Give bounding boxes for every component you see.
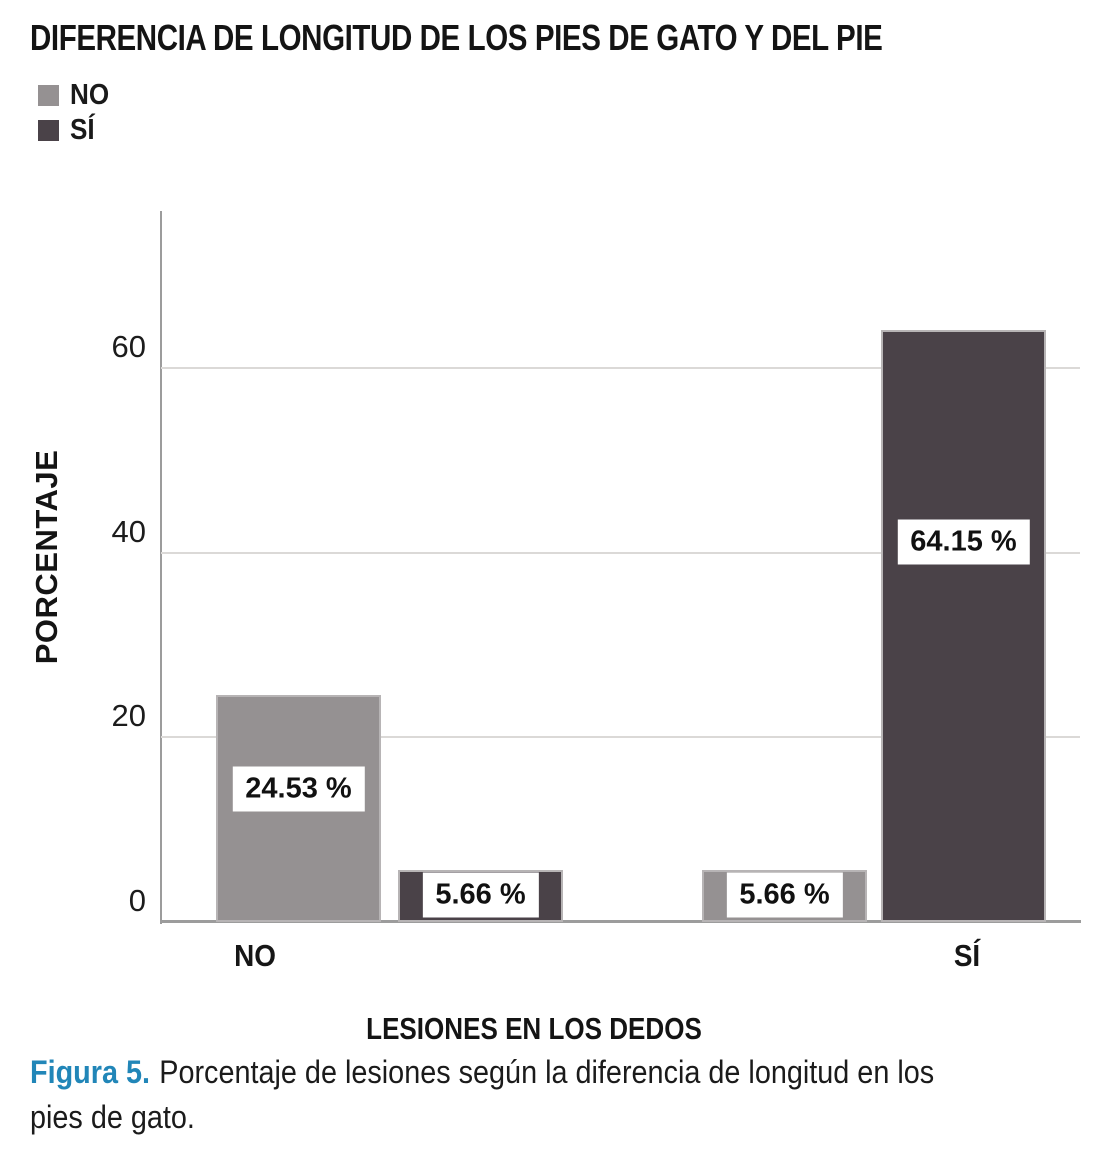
y-tick-label-20: 20	[111, 698, 146, 734]
x-axis-line	[160, 920, 1081, 923]
figure-caption-line-1: Porcentaje de lesiones según la diferenc…	[159, 1054, 935, 1090]
bar-label-no-si: 5.66 %	[422, 872, 539, 918]
legend: NO SÍ	[38, 79, 114, 155]
y-tick-label-0: 0	[128, 883, 146, 918]
x-category-label-no: NO	[234, 938, 276, 973]
legend-label-no: NO	[70, 79, 110, 111]
figure-caption-label: Figura 5.	[30, 1054, 151, 1090]
legend-swatch-no	[38, 85, 59, 106]
y-axis-line	[160, 211, 162, 924]
bar-label-no-no: 24.53 %	[232, 766, 365, 812]
y-tick-label-40: 40	[111, 513, 146, 549]
bar-label-si-si: 64.15 %	[897, 519, 1030, 565]
bar-si-si	[881, 329, 1046, 922]
legend-label-si: SÍ	[70, 114, 95, 146]
gridline-20	[161, 736, 1080, 739]
gridline-60	[161, 366, 1080, 369]
bar-label-si-no: 5.66 %	[726, 872, 843, 918]
figure-caption-line-2: pies de gato.	[30, 1099, 195, 1135]
plot-area: 24.53 % 5.66 % 5.66 % 64.15 %	[160, 211, 1081, 924]
x-category-label-si: SÍ	[953, 938, 981, 973]
gridline-40	[161, 551, 1080, 554]
chart-title: DIFERENCIA DE LONGITUD DE LOS PIES DE GA…	[30, 17, 883, 58]
legend-item-si: SÍ	[38, 114, 114, 146]
figure-caption: Figura 5. Porcentaje de lesiones según la…	[30, 1050, 1110, 1140]
legend-swatch-si	[38, 120, 59, 141]
legend-item-no: NO	[38, 79, 114, 111]
x-axis-title: LESIONES EN LOS DEDOS	[366, 1011, 702, 1046]
y-tick-label-60: 60	[111, 328, 146, 364]
y-axis-title: PORCENTAJE	[29, 449, 64, 665]
